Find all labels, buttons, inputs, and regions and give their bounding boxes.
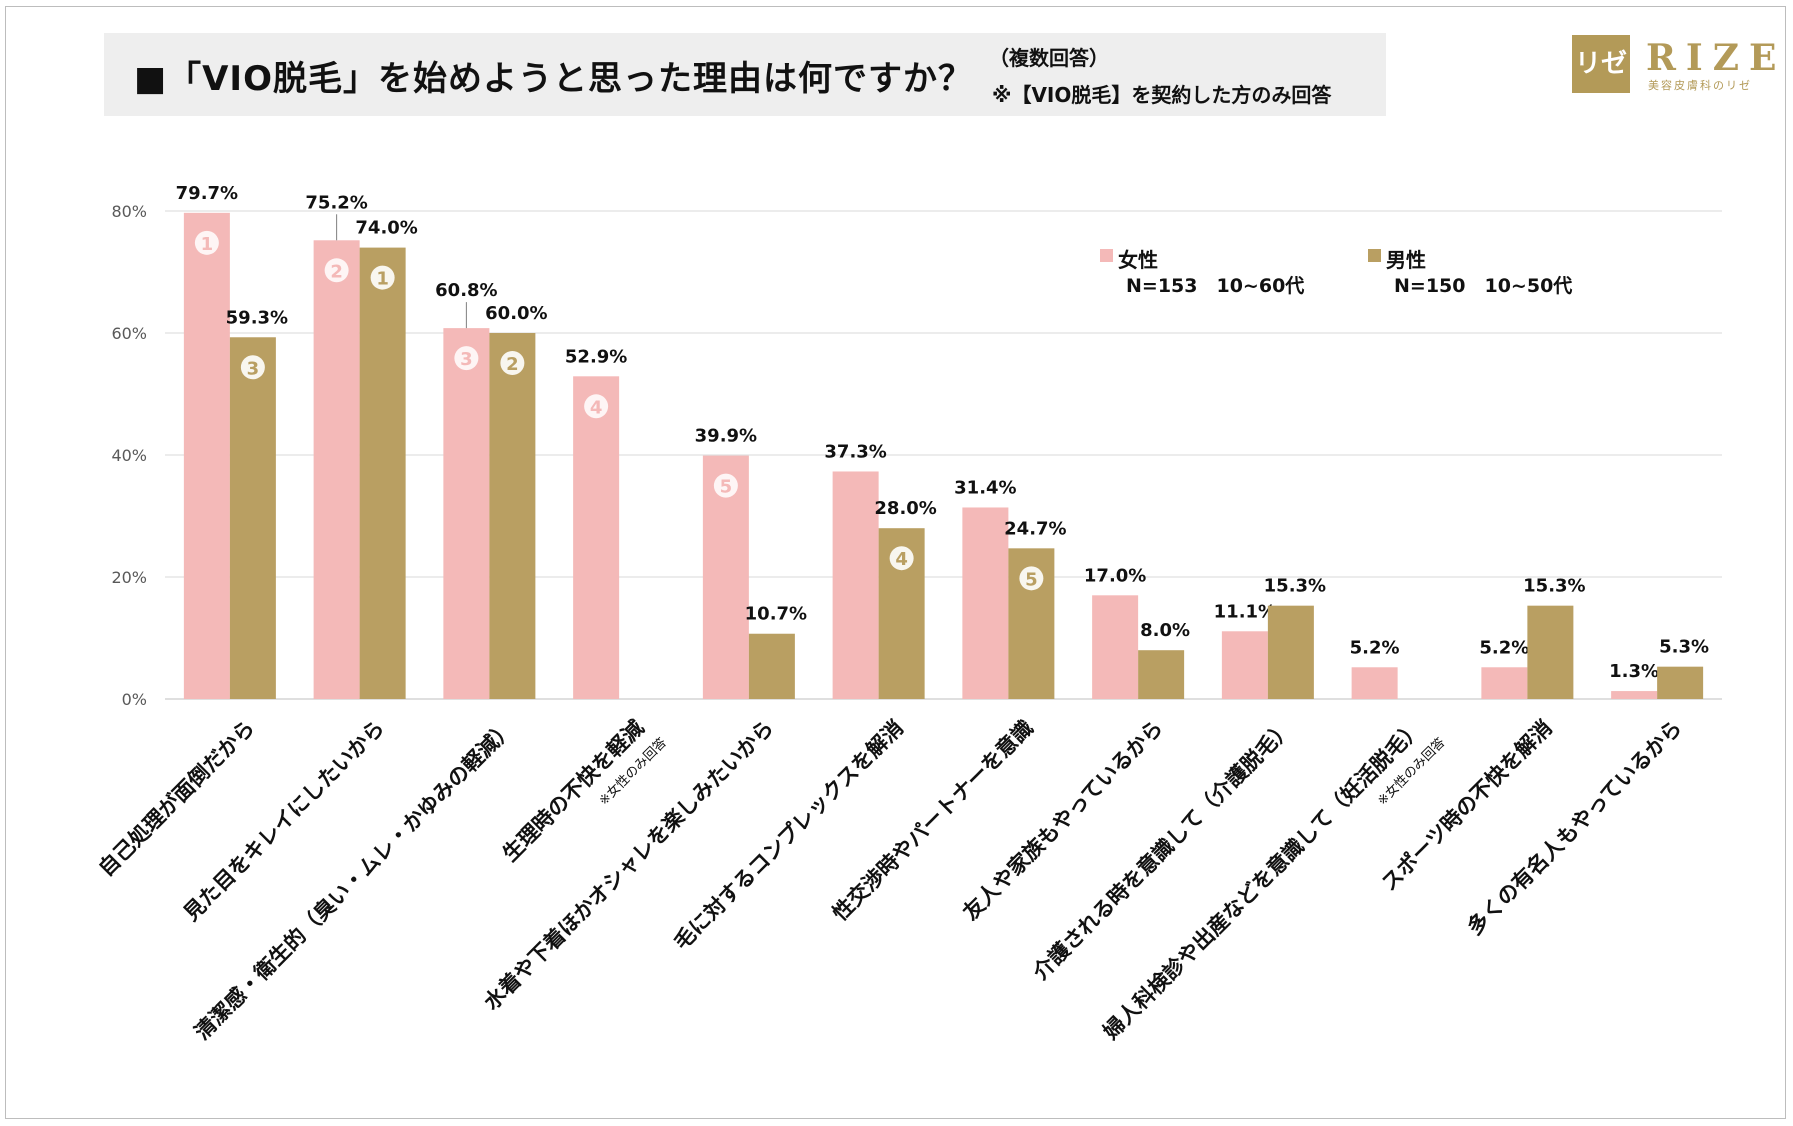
chart-subtitle-multiple-answers: （複数回答）: [989, 46, 1109, 70]
chart-subtitle-note: ※【VIO脱毛】を契約した方のみ回答: [992, 83, 1332, 107]
x-category-label: 水着や下着ほかオシャレを楽しみたいから: [479, 716, 778, 1015]
rank-badge-female: [324, 258, 349, 283]
rank-number-male: 2: [506, 354, 519, 375]
bar-female: [1092, 595, 1139, 699]
bar-male: [1657, 666, 1704, 699]
x-category-label: 多くの有名人もやっているから: [1463, 716, 1687, 940]
logo-mark: リゼ: [1572, 35, 1630, 93]
y-tick-label: 0%: [122, 690, 147, 709]
rank-number-male: 1: [376, 269, 389, 290]
bar-male: [1138, 650, 1185, 699]
bar-female: [1611, 691, 1658, 699]
legend-n-female: N=153 10~60代: [1126, 275, 1305, 297]
data-label-female: 5.2%: [1479, 637, 1529, 658]
y-tick-label: 40%: [111, 446, 147, 465]
rank-badge-female: [584, 394, 609, 419]
data-label-male: 59.3%: [226, 307, 288, 328]
chart-frame: [5, 6, 1786, 1119]
bar-male: [748, 633, 795, 699]
data-label-male: 5.3%: [1659, 637, 1709, 658]
data-label-female: 52.9%: [565, 346, 627, 367]
data-label-female: 17.0%: [1084, 565, 1146, 586]
logo-name: RIZE: [1646, 37, 1787, 79]
title-banner: ■「VIO脱毛」を始めようと思った理由は何ですか？ （複数回答） ※【VIO脱毛…: [104, 33, 1386, 116]
y-tick-label: 20%: [111, 568, 147, 587]
bar-male: [489, 333, 536, 699]
data-label-female: 60.8%: [435, 280, 497, 301]
data-label-female: 79.7%: [176, 183, 238, 204]
rank-number-male: 5: [1025, 569, 1038, 590]
data-label-male: 28.0%: [874, 498, 936, 519]
data-label-male: 24.7%: [1004, 518, 1066, 539]
rank-number-female: 4: [590, 397, 603, 418]
bar-female: [1351, 667, 1398, 699]
rize-logo: リゼ RIZE 美容皮膚科のリゼ: [1572, 35, 1776, 93]
data-label-female: 39.9%: [695, 426, 757, 447]
rank-badge-female: [713, 473, 738, 498]
bar-male: [1527, 605, 1574, 699]
data-label-male: 15.3%: [1264, 576, 1326, 597]
bar-female: [443, 328, 490, 699]
data-label-male: 74.0%: [355, 218, 417, 239]
bar-male: [229, 337, 276, 699]
chart-title: ■「VIO脱毛」を始めようと思った理由は何ですか？: [134, 59, 973, 99]
y-tick-label: 80%: [111, 202, 147, 221]
logo-tagline: 美容皮膚科のリゼ: [1648, 79, 1752, 92]
rank-badge-female: [194, 230, 219, 255]
rank-number-male: 4: [895, 549, 908, 570]
bar-female: [962, 507, 1009, 699]
data-label-female: 37.3%: [824, 441, 886, 462]
data-label-female: 1.3%: [1609, 661, 1659, 682]
rank-number-male: 3: [247, 358, 260, 379]
rank-badge-male: [889, 546, 914, 571]
data-label-male: 8.0%: [1140, 620, 1190, 641]
legend-n-male: N=150 10~50代: [1394, 275, 1573, 297]
data-label-female: 75.2%: [305, 192, 367, 213]
bar-male: [359, 247, 406, 699]
bar-female: [1481, 667, 1528, 699]
rank-badge-male: [240, 355, 265, 380]
bar-male: [1267, 605, 1314, 699]
bar-female: [313, 240, 360, 699]
legend-swatch-female: [1100, 249, 1113, 262]
legend-label-female: 女性: [1118, 248, 1158, 272]
rank-number-female: 2: [330, 261, 343, 282]
data-label-female: 5.2%: [1350, 637, 1400, 658]
data-label-male: 60.0%: [485, 303, 547, 324]
data-label-male: 15.3%: [1523, 576, 1585, 597]
x-category-label: 毛に対するコンプレックスを解消: [669, 716, 908, 955]
legend-swatch-male: [1368, 249, 1381, 262]
rank-number-female: 5: [720, 477, 733, 498]
rank-badge-male: [1019, 566, 1044, 591]
rank-badge-female: [454, 346, 479, 371]
bar-female: [832, 471, 879, 699]
rank-badge-male: [370, 265, 395, 290]
bar-female: [573, 376, 620, 699]
y-tick-label: 60%: [111, 324, 147, 343]
x-category-label: 介護される時を意識して（介護脱毛）: [1028, 716, 1298, 986]
data-label-female: 11.1%: [1214, 601, 1276, 622]
legend-label-male: 男性: [1386, 248, 1426, 272]
x-category-label: 生理時の不快を軽減: [498, 716, 649, 867]
data-label-female: 31.4%: [954, 477, 1016, 498]
bar-female: [183, 212, 230, 699]
rank-number-female: 3: [460, 349, 473, 370]
bar-female: [1221, 631, 1268, 699]
data-label-male: 10.7%: [745, 604, 807, 625]
rank-number-female: 1: [201, 234, 214, 255]
rank-badge-male: [500, 351, 525, 375]
